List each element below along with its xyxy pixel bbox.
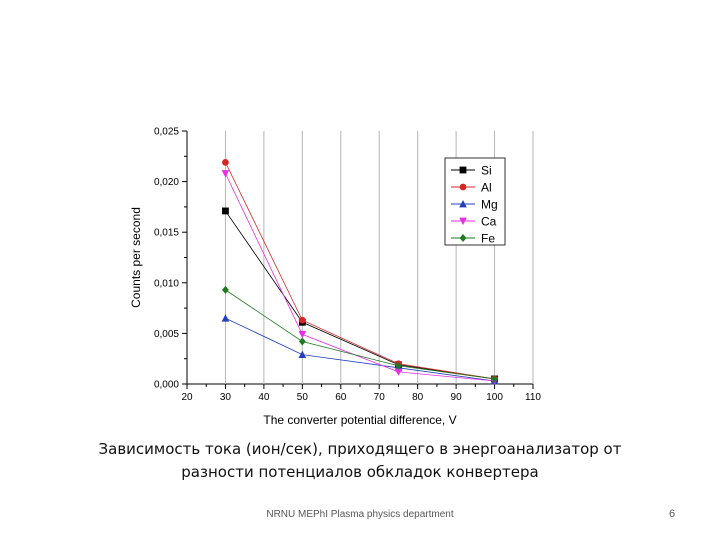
- data-point-mg: [298, 350, 307, 359]
- y-tick-label: 0,025: [154, 127, 179, 138]
- y-axis-title: Counts per second: [129, 207, 143, 308]
- series-line-si: [225, 210, 495, 380]
- x-tick-label: 40: [258, 392, 270, 403]
- x-tick-label: 30: [220, 392, 232, 403]
- data-point-mg: [221, 314, 230, 322]
- x-axis-title: The converter potential difference, V: [263, 413, 456, 427]
- data-point-fe: [395, 361, 402, 370]
- legend-label-al: Al: [481, 181, 492, 195]
- x-tick-label: 80: [412, 392, 424, 403]
- x-tick-label: 110: [525, 392, 541, 403]
- legend-label-si: Si: [481, 164, 492, 178]
- data-point-ca: [221, 170, 230, 178]
- series-line-fe: [225, 289, 495, 380]
- legend-marker-fe: [459, 234, 467, 242]
- x-tick-label: 50: [297, 392, 309, 403]
- legend-box: [444, 157, 506, 246]
- data-point-ca: [298, 331, 307, 339]
- data-point-si: [222, 207, 229, 215]
- legend: Si Al Mg Ca Fe: [444, 157, 506, 246]
- data-point-ca: [394, 368, 403, 376]
- y-tick-label: 0,010: [154, 278, 179, 289]
- data-point-fe: [491, 374, 498, 383]
- legend-label-ca: Ca: [481, 215, 497, 229]
- x-tick-label: 20: [181, 392, 193, 403]
- data-point-fe: [222, 285, 229, 294]
- legend-label-fe: Fe: [481, 232, 495, 246]
- footer-text: NRNU MEPhI Plasma physics department: [266, 509, 454, 520]
- y-tick-label: 0,015: [154, 228, 179, 239]
- legend-marker-mg: [459, 200, 467, 208]
- y-tick-label: 0,000: [154, 380, 179, 391]
- caption-line-2: разности потенциалов обкладок конвертера: [181, 463, 539, 481]
- data-point-al: [222, 158, 229, 166]
- line-chart: 20 30 40 50 60 70 80 90 100 110 0,000 0,005 0,010 0,0…: [129, 127, 541, 428]
- page-number: 6: [669, 508, 676, 520]
- series-line-mg: [225, 317, 495, 382]
- x-tick-label: 100: [486, 392, 503, 403]
- series-line-al: [225, 162, 495, 380]
- x-tick-label: 70: [374, 392, 386, 403]
- legend-marker-al: [459, 183, 467, 191]
- legend-marker-ca: [459, 217, 467, 225]
- data-point-fe: [298, 337, 306, 346]
- data-point-al: [298, 316, 306, 324]
- series-line-ca: [225, 173, 495, 382]
- legend-marker-si: [459, 166, 467, 174]
- y-tick-label: 0,020: [154, 177, 179, 188]
- x-tick-label: 60: [335, 392, 347, 403]
- caption-line-1: Зависимость тока (ион/сек), приходящего …: [98, 440, 622, 458]
- legend-label-mg: Mg: [481, 198, 498, 212]
- x-tick-label: 90: [451, 392, 463, 403]
- y-tick-label: 0,005: [154, 329, 179, 340]
